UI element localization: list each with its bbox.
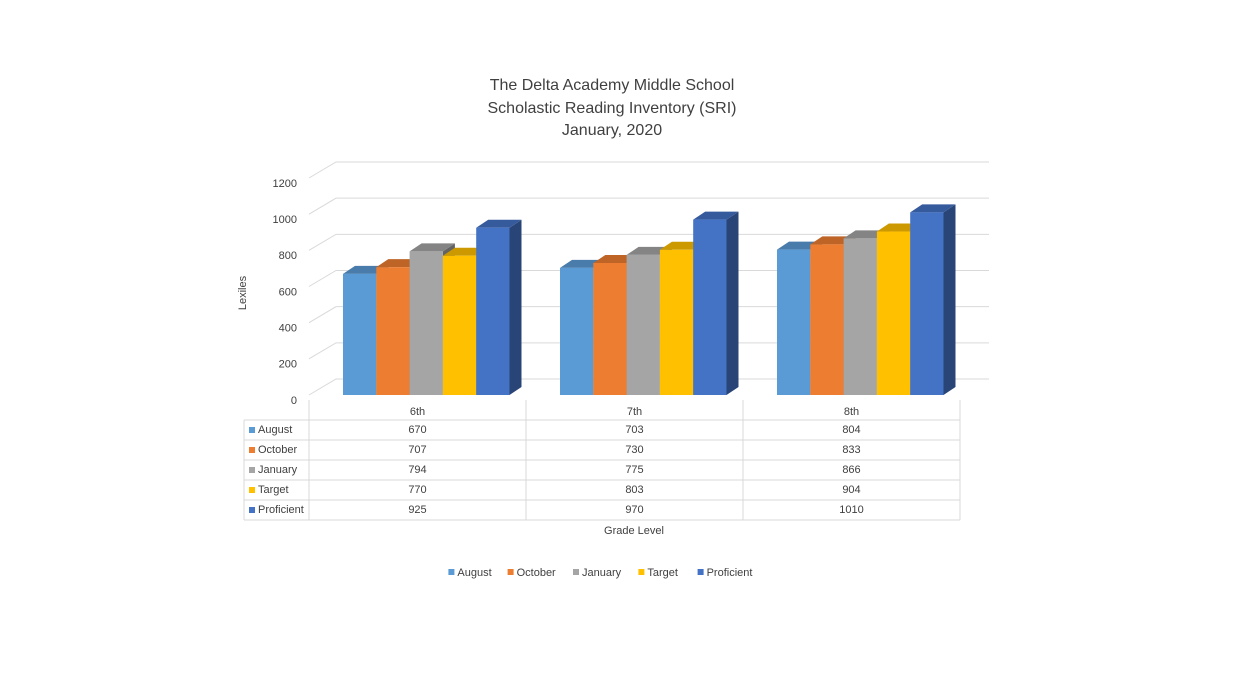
bar — [476, 227, 510, 395]
bar-top — [910, 204, 956, 213]
table-cell: 904 — [842, 484, 860, 496]
chart-title: January, 2020 — [562, 122, 662, 139]
bar — [442, 255, 477, 395]
table-cell: 833 — [842, 444, 860, 456]
bar-side — [726, 211, 739, 395]
grid-line — [308, 161, 989, 179]
legend-label: January — [582, 567, 622, 579]
table-cell: 670 — [408, 424, 426, 436]
bar — [659, 249, 694, 395]
x-axis-label: Grade Level — [604, 525, 664, 537]
table-cell: 775 — [625, 464, 643, 476]
table-cell: 794 — [408, 464, 426, 476]
legend-key — [249, 467, 255, 473]
legend-label: Target — [647, 567, 678, 579]
bar — [626, 254, 660, 395]
table-cell: 970 — [625, 504, 643, 516]
chart-title: Scholastic Reading Inventory (SRI) — [488, 100, 737, 117]
y-tick-label: 0 — [291, 395, 297, 407]
bar-side — [509, 219, 522, 395]
bar-top — [693, 211, 739, 220]
table-cell: 730 — [625, 444, 643, 456]
legend-key — [249, 427, 255, 433]
grid-line — [308, 378, 989, 396]
bar-top — [476, 219, 522, 228]
legend-key — [249, 487, 255, 493]
legend-key — [507, 569, 514, 575]
bar — [593, 262, 627, 395]
grid-line — [308, 306, 989, 324]
y-tick-label: 400 — [279, 323, 297, 335]
grid-line — [308, 342, 989, 360]
legend-label: August — [457, 567, 491, 579]
table-cell: 703 — [625, 424, 643, 436]
row-header: Target — [258, 484, 289, 496]
x-tick-label: 6th — [410, 406, 425, 418]
legend-label: October — [517, 567, 556, 579]
table-cell: 1010 — [839, 504, 863, 516]
x-tick-label: 8th — [844, 406, 859, 418]
grid-line — [308, 197, 989, 215]
legend-key — [448, 569, 455, 575]
legend-key — [249, 447, 255, 453]
bar — [409, 251, 443, 395]
legend-label: Proficient — [707, 567, 753, 579]
row-header: August — [258, 424, 292, 436]
y-tick-label: 1000 — [273, 214, 297, 226]
table-cell: 770 — [408, 484, 426, 496]
y-axis-label: Lexiles — [237, 275, 249, 310]
y-tick-label: 600 — [279, 286, 297, 298]
x-tick-label: 7th — [627, 406, 642, 418]
bar — [910, 212, 944, 395]
bar-side — [943, 204, 956, 395]
bar — [343, 273, 377, 395]
y-tick-label: 200 — [279, 359, 297, 371]
bar — [777, 249, 811, 395]
row-header: October — [258, 444, 297, 456]
bar — [810, 244, 844, 395]
row-header: Proficient — [258, 504, 304, 516]
table-cell: 866 — [842, 464, 860, 476]
bar — [560, 267, 594, 395]
table-cell: 803 — [625, 484, 643, 496]
bar — [693, 219, 727, 395]
table-cell: 707 — [408, 444, 426, 456]
bar — [376, 267, 410, 395]
table-cell: 925 — [408, 504, 426, 516]
legend-key — [697, 569, 704, 575]
y-tick-label: 1200 — [273, 178, 297, 190]
table-cell: 804 — [842, 424, 860, 436]
row-header: January — [258, 464, 298, 476]
legend-key — [573, 569, 579, 575]
grid-line — [308, 270, 989, 287]
bar — [876, 231, 911, 395]
legend-key — [638, 569, 645, 575]
chart-title: The Delta Academy Middle School — [490, 77, 735, 94]
y-tick-label: 800 — [279, 250, 297, 262]
legend-key — [249, 507, 255, 513]
grid-line — [308, 233, 989, 251]
bar — [843, 238, 877, 395]
bar-top — [409, 243, 455, 252]
